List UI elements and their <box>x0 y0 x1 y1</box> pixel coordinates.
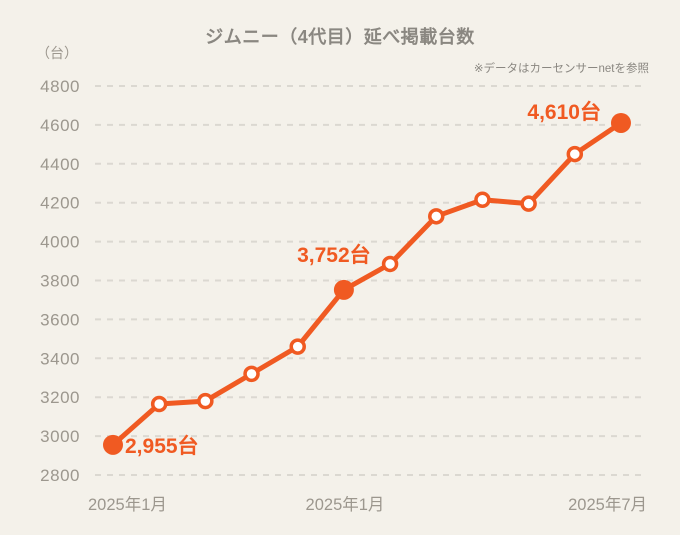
y-axis-tick-label: 3600 <box>40 310 80 329</box>
data-point <box>381 255 399 273</box>
y-axis-tick-label: 2800 <box>40 466 80 485</box>
data-source-note: ※データはカーセンサーnetを参照 <box>473 63 649 75</box>
data-point <box>150 395 168 413</box>
data-point-highlighted <box>333 279 354 300</box>
y-axis-tick-label: 4000 <box>40 233 80 252</box>
data-point <box>197 392 214 410</box>
data-point <box>474 191 491 209</box>
y-axis-tick-label: 3000 <box>40 427 80 446</box>
y-axis-tick-label: 3400 <box>40 349 80 368</box>
data-point-value-label: 2,955台 <box>125 434 199 458</box>
data-point <box>566 145 584 163</box>
y-axis-tick-label: 4600 <box>40 116 80 135</box>
y-axis-tick-label: 4200 <box>40 194 80 213</box>
x-axis-tick-label: 2025年1月 <box>306 495 385 514</box>
data-point <box>243 365 260 383</box>
x-axis-tick-label: 2025年7月 <box>568 495 647 514</box>
data-point-value-label: 3,752台 <box>297 243 371 267</box>
y-axis-unit-label: （台） <box>36 45 78 61</box>
data-point-value-label: 4,610台 <box>527 100 601 124</box>
data-point <box>428 208 445 225</box>
y-axis-tick-label: 4800 <box>40 77 80 96</box>
x-axis-tick-label: 2025年1月 <box>88 495 167 514</box>
data-point <box>289 338 306 355</box>
y-axis-tick-label: 3800 <box>40 272 80 291</box>
chart-title: ジムニー（4代目）延べ掲載台数 <box>205 27 475 47</box>
y-axis-tick-label: 3200 <box>40 388 80 407</box>
y-axis-tick-label: 4400 <box>40 155 80 174</box>
data-point-highlighted <box>610 112 631 133</box>
data-point-highlighted <box>103 434 123 455</box>
data-point <box>520 195 537 212</box>
